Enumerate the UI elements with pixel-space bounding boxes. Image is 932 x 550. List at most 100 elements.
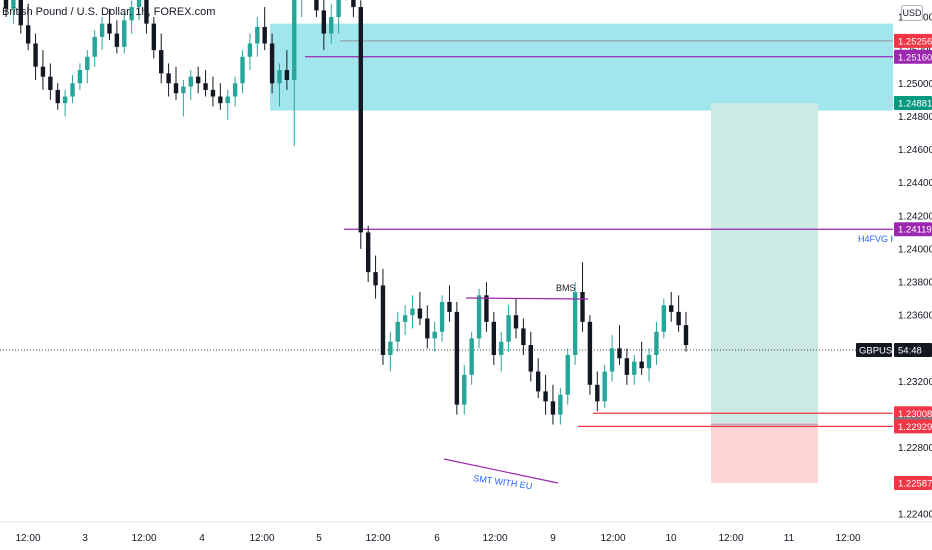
candle: [232, 76, 238, 107]
candle-body: [543, 391, 548, 402]
currency-button[interactable]: USD: [901, 5, 923, 21]
x-tick-label: 12:00: [249, 533, 274, 544]
candle: [558, 388, 563, 425]
price-tag-bg: [894, 406, 932, 421]
candle: [358, 0, 363, 249]
candle: [351, 0, 356, 17]
candle-body: [462, 374, 467, 405]
candle-body: [676, 311, 681, 326]
x-axis[interactable]: 12:00 3 12:00 4 12:00 5 12:00 6 12:00 9 12:00 10 12:…: [0, 521, 932, 544]
candle: [499, 331, 504, 372]
candle: [77, 63, 83, 90]
candle: [122, 13, 127, 54]
y-tick-label: 1.24200: [898, 211, 932, 222]
candle: [661, 298, 667, 339]
candle-body: [122, 20, 127, 47]
candle-body: [247, 43, 253, 57]
zones-layer: [270, 23, 893, 484]
candle-body: [632, 361, 637, 375]
price-tag-bg: [894, 222, 932, 237]
candle: [292, 0, 297, 147]
y-tick-label: 1.22800: [898, 443, 932, 454]
y-tick-label: 1.23800: [898, 278, 932, 289]
candle-body: [373, 272, 378, 286]
candle-body: [535, 371, 541, 392]
candle: [107, 8, 112, 41]
x-tick-label: 12:00: [835, 533, 860, 544]
candle: [269, 33, 275, 94]
candle-body: [609, 348, 615, 372]
candle: [676, 295, 681, 332]
candle: [321, 0, 327, 51]
candle: [218, 83, 223, 110]
candle-body: [277, 70, 282, 84]
h4fvg-label: H4FVG H: [858, 234, 897, 244]
candle-body: [469, 338, 474, 375]
candle-body: [159, 50, 164, 74]
candle-body: [107, 23, 112, 34]
x-tick-label: 4: [199, 533, 205, 544]
candle: [439, 295, 445, 342]
candle: [432, 321, 437, 352]
price-tag-label: 1.24881: [898, 98, 932, 109]
candle: [247, 33, 253, 71]
candle: [646, 348, 652, 382]
candle: [654, 321, 659, 365]
candle: [203, 70, 208, 97]
candle-body: [40, 66, 46, 77]
candle: [683, 311, 689, 352]
candle: [225, 89, 230, 120]
price-tag: 1.24881: [894, 95, 932, 110]
candle: [462, 364, 467, 415]
candle: [469, 331, 474, 385]
candle-body: [77, 70, 83, 84]
candle-body: [181, 86, 186, 94]
candle: [55, 83, 60, 110]
candle: [136, 0, 142, 21]
price-tag-label: 1.23008: [898, 409, 932, 420]
candle: [255, 17, 260, 57]
candle-body: [269, 43, 275, 84]
x-tick-label: 11: [784, 533, 795, 544]
candle: [380, 268, 386, 365]
price-tag-label: 1.22587: [898, 479, 932, 490]
y-axis-bg: [893, 0, 932, 522]
candle-body: [646, 354, 652, 369]
candle: [277, 63, 282, 107]
candle: [188, 70, 193, 100]
y-tick-label: 1.23200: [898, 377, 932, 388]
candle-body: [292, 0, 297, 80]
price-tag: 1.22929: [894, 419, 932, 434]
candle-body: [513, 315, 519, 329]
candle-body: [661, 305, 667, 332]
candle-body: [639, 361, 644, 369]
candle: [513, 298, 519, 339]
y-tick-label: 1.25000: [898, 79, 932, 90]
candle-body: [499, 341, 504, 355]
bms-label: BMS: [556, 283, 576, 293]
x-tick-label: 12:00: [718, 533, 743, 544]
candle: [159, 33, 164, 84]
y-axis[interactable]: 1.254001.252001.250001.248001.246001.244…: [856, 0, 932, 522]
candle: [484, 282, 489, 332]
candle: [144, 0, 149, 34]
candle: [565, 348, 570, 405]
candle-body: [232, 83, 238, 97]
candle: [454, 301, 460, 415]
candle-body: [380, 285, 386, 355]
candle-body: [351, 0, 356, 8]
candle: [528, 331, 533, 382]
candle: [580, 262, 585, 332]
x-tick-label: 12:00: [15, 533, 40, 544]
candle-body: [528, 345, 533, 372]
y-tick-label: 1.24800: [898, 112, 932, 123]
candle-body: [210, 89, 216, 97]
candle: [602, 364, 607, 408]
candle: [151, 17, 157, 59]
price-tag-bg: [894, 95, 932, 110]
bms-line: [465, 297, 589, 300]
candle-body: [602, 371, 607, 402]
candle-body: [195, 76, 201, 84]
